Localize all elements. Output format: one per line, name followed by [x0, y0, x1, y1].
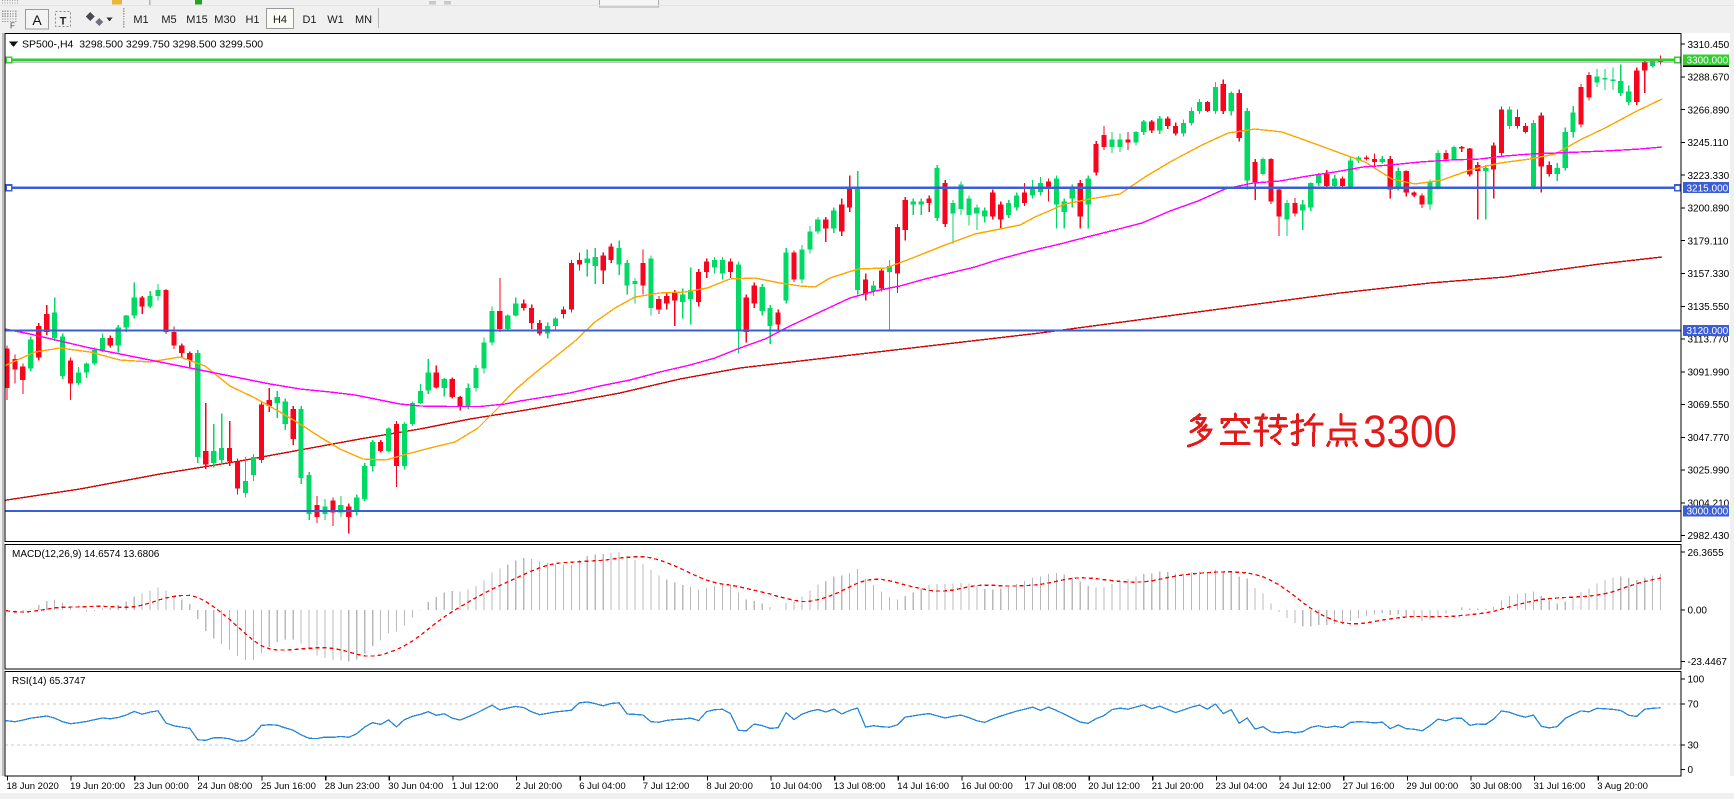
svg-text:F: F [10, 22, 15, 31]
svg-text:25 Jun 16:00: 25 Jun 16:00 [261, 781, 316, 792]
svg-text:29 Jul 00:00: 29 Jul 00:00 [1406, 781, 1458, 792]
svg-text:3 Aug 20:00: 3 Aug 20:00 [1597, 781, 1648, 792]
svg-text:21 Jul 20:00: 21 Jul 20:00 [1152, 781, 1204, 792]
svg-text:3047.770: 3047.770 [1688, 433, 1730, 444]
svg-text:1 Jul 12:00: 1 Jul 12:00 [452, 781, 498, 792]
svg-text:28 Jun 23:00: 28 Jun 23:00 [325, 781, 380, 792]
svg-text:10 Jul 04:00: 10 Jul 04:00 [770, 781, 822, 792]
svg-text:14 Jul 16:00: 14 Jul 16:00 [897, 781, 949, 792]
svg-text:W1: W1 [327, 14, 344, 26]
svg-text:17 Jul 08:00: 17 Jul 08:00 [1025, 781, 1077, 792]
svg-text:16 Jul 00:00: 16 Jul 00:00 [961, 781, 1013, 792]
svg-text:31 Jul 16:00: 31 Jul 16:00 [1534, 781, 1586, 792]
svg-text:MACD(12,26,9) 14.6574 13.6806: MACD(12,26,9) 14.6574 13.6806 [12, 549, 160, 560]
svg-text:13 Jul 08:00: 13 Jul 08:00 [834, 781, 886, 792]
svg-text:3113.770: 3113.770 [1688, 335, 1729, 346]
svg-text:18 Jun 2020: 18 Jun 2020 [7, 781, 59, 792]
svg-text:3300: 3300 [1363, 406, 1457, 457]
svg-text:2982.430: 2982.430 [1688, 531, 1730, 542]
svg-text:3179.110: 3179.110 [1688, 236, 1729, 247]
svg-text:24 Jul 12:00: 24 Jul 12:00 [1279, 781, 1331, 792]
svg-text:0.00: 0.00 [1688, 606, 1708, 617]
svg-text:23 Jun 00:00: 23 Jun 00:00 [134, 781, 189, 792]
svg-text:30 Jul 08:00: 30 Jul 08:00 [1470, 781, 1522, 792]
svg-text:3157.330: 3157.330 [1688, 269, 1730, 280]
svg-text:M30: M30 [214, 14, 235, 26]
svg-text:30 Jun 04:00: 30 Jun 04:00 [388, 781, 443, 792]
svg-text:3266.890: 3266.890 [1688, 105, 1730, 116]
svg-text:2 Jul 20:00: 2 Jul 20:00 [516, 781, 562, 792]
svg-text:20 Jul 12:00: 20 Jul 12:00 [1088, 781, 1140, 792]
svg-text:3000.000: 3000.000 [1687, 507, 1729, 518]
svg-text:3025.990: 3025.990 [1688, 466, 1730, 477]
svg-text:8 Jul 20:00: 8 Jul 20:00 [706, 781, 752, 792]
svg-text:3215.000: 3215.000 [1687, 183, 1729, 194]
svg-text:SP500-,H4 3298.500 3299.750 3: SP500-,H4 3298.500 3299.750 3298.500 329… [22, 39, 263, 51]
svg-text:3135.550: 3135.550 [1688, 302, 1730, 313]
svg-text:3200.890: 3200.890 [1688, 204, 1730, 215]
svg-text:70: 70 [1688, 699, 1700, 710]
svg-text:H1: H1 [245, 14, 259, 26]
svg-text:3288.670: 3288.670 [1688, 73, 1730, 84]
svg-text:M1: M1 [133, 14, 148, 26]
svg-text:27 Jul 16:00: 27 Jul 16:00 [1343, 781, 1395, 792]
svg-text:3223.330: 3223.330 [1688, 171, 1730, 182]
svg-text:30: 30 [1688, 740, 1700, 751]
svg-text:T: T [60, 16, 67, 28]
svg-text:6 Jul 04:00: 6 Jul 04:00 [579, 781, 625, 792]
svg-text:3245.110: 3245.110 [1688, 138, 1729, 149]
svg-text:-23.4467: -23.4467 [1688, 657, 1728, 668]
svg-text:26.3655: 26.3655 [1688, 548, 1725, 559]
svg-text:H4: H4 [273, 14, 287, 26]
svg-text:24 Jun 08:00: 24 Jun 08:00 [197, 781, 252, 792]
svg-text:3300.000: 3300.000 [1687, 56, 1729, 67]
svg-text:23 Jul 04:00: 23 Jul 04:00 [1216, 781, 1268, 792]
svg-text:RSI(14) 65.3747: RSI(14) 65.3747 [12, 676, 86, 687]
svg-text:A: A [32, 12, 42, 28]
svg-text:3310.450: 3310.450 [1688, 40, 1730, 51]
svg-text:100: 100 [1688, 675, 1705, 686]
svg-text:MN: MN [355, 14, 372, 26]
svg-text:7 Jul 12:00: 7 Jul 12:00 [643, 781, 689, 792]
svg-text:19 Jun 20:00: 19 Jun 20:00 [70, 781, 125, 792]
svg-text:M15: M15 [186, 14, 207, 26]
svg-text:3004.210: 3004.210 [1688, 498, 1730, 509]
svg-text:3069.550: 3069.550 [1688, 400, 1730, 411]
svg-text:3091.990: 3091.990 [1688, 367, 1730, 378]
svg-text:M5: M5 [161, 14, 176, 26]
svg-text:0: 0 [1688, 765, 1694, 776]
svg-text:3120.000: 3120.000 [1687, 326, 1729, 337]
svg-text:D1: D1 [302, 14, 316, 26]
